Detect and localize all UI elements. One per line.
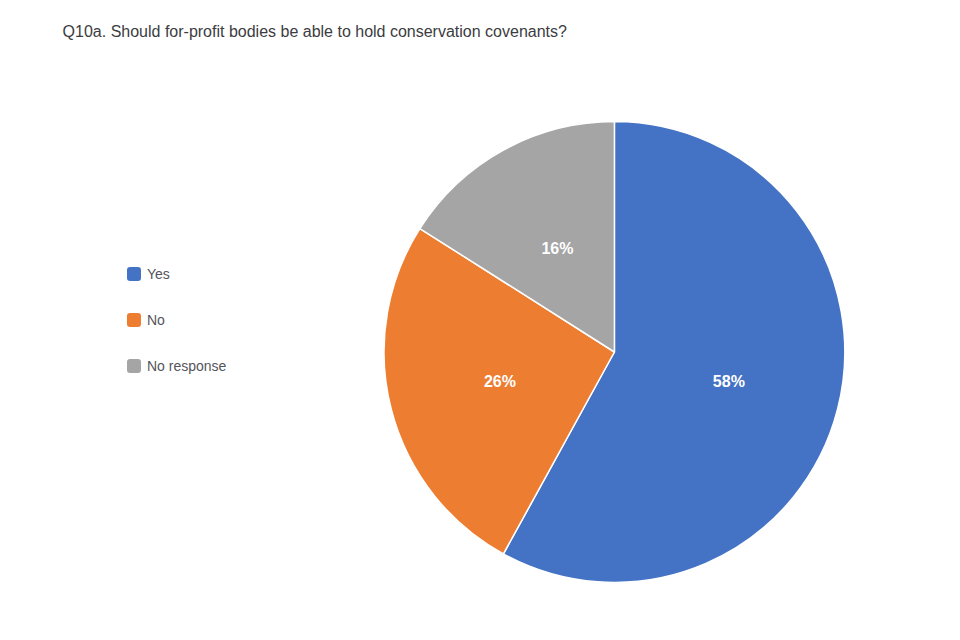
- svg-text:58%: 58%: [713, 373, 745, 390]
- svg-text:No: No: [147, 312, 165, 328]
- svg-text:No response: No response: [147, 358, 227, 374]
- svg-text:Q10a. Should for-profit bodies: Q10a. Should for-profit bodies be able t…: [63, 23, 567, 40]
- svg-text:Yes: Yes: [147, 266, 170, 282]
- svg-text:16%: 16%: [541, 240, 573, 257]
- svg-text:26%: 26%: [484, 373, 516, 390]
